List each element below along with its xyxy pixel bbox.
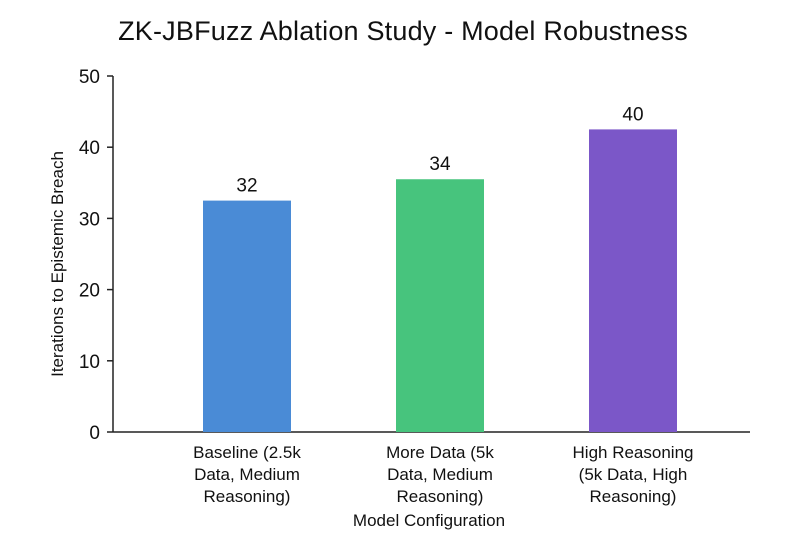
x-category-label-line: Baseline (2.5k: [193, 443, 301, 462]
x-category-label-line: Data, Medium: [387, 465, 493, 484]
x-category-label-line: High Reasoning: [573, 443, 694, 462]
x-category-label: Baseline (2.5k Data, Medium Reasoning): [193, 443, 301, 506]
bar-value-label: 34: [429, 154, 451, 175]
x-category-label-line: Reasoning): [204, 487, 291, 506]
y-axis-title: Iterations to Epistemic Breach: [48, 151, 67, 377]
data-labels: 32 34 40: [236, 104, 643, 196]
bars: [203, 129, 677, 432]
x-category-label-line: Reasoning): [590, 487, 677, 506]
x-category-label: More Data (5k Data, Medium Reasoning): [386, 443, 494, 506]
y-tick-label: 20: [79, 281, 100, 302]
x-category-label-line: Reasoning): [397, 487, 484, 506]
bar: [203, 200, 291, 432]
bar: [396, 179, 484, 432]
chart-title: ZK-JBFuzz Ablation Study - Model Robustn…: [118, 16, 688, 46]
bar-value-label: 40: [622, 104, 643, 125]
y-tick-label: 0: [89, 423, 100, 444]
x-axis-title: Model Configuration: [353, 511, 505, 530]
y-tick-label: 40: [79, 138, 100, 159]
y-tick-label: 10: [79, 352, 100, 373]
category-labels: Baseline (2.5k Data, Medium Reasoning)More…: [193, 443, 693, 506]
y-tick-label: 30: [79, 209, 100, 230]
y-tick-label: 50: [79, 67, 100, 88]
y-axis: 0 10 20 30 40 50: [79, 67, 114, 444]
x-category-label: High Reasoning (5k Data, High Reasoning): [573, 443, 694, 506]
x-category-label-line: (5k Data, High: [579, 465, 688, 484]
x-category-label-line: Data, Medium: [194, 465, 300, 484]
bar: [589, 129, 677, 432]
bar-value-label: 32: [236, 176, 257, 197]
x-category-label-line: More Data (5k: [386, 443, 494, 462]
